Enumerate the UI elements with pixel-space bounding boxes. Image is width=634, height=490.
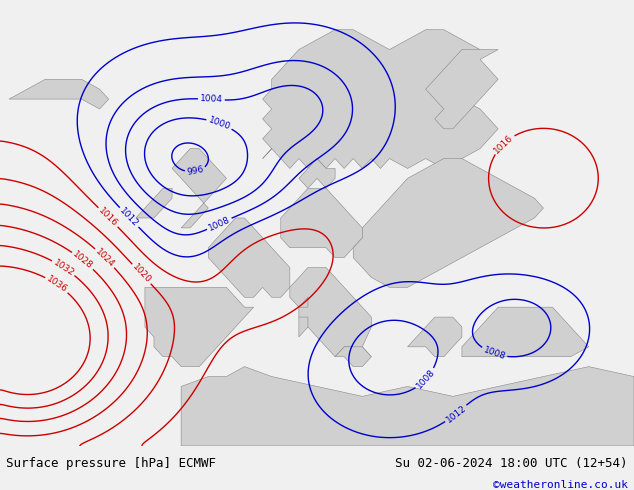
Polygon shape [290,268,372,357]
Text: 1004: 1004 [200,95,223,104]
Text: 1012: 1012 [444,403,468,424]
Text: 1036: 1036 [45,274,69,294]
Polygon shape [299,297,308,307]
Polygon shape [262,30,498,169]
Text: 1028: 1028 [71,250,94,271]
Text: ©weatheronline.co.uk: ©weatheronline.co.uk [493,480,628,490]
Polygon shape [299,317,308,337]
Text: 1016: 1016 [97,206,119,228]
Polygon shape [299,159,335,188]
Polygon shape [172,148,226,228]
Polygon shape [425,49,498,129]
Text: 1008: 1008 [482,345,507,362]
Polygon shape [209,218,290,297]
Text: 1008: 1008 [415,368,437,391]
Polygon shape [136,188,172,218]
Text: 1024: 1024 [94,247,116,270]
Text: Surface pressure [hPa] ECMWF: Surface pressure [hPa] ECMWF [6,457,216,470]
Polygon shape [145,287,254,367]
Text: 1016: 1016 [493,133,515,155]
Polygon shape [462,307,589,357]
Polygon shape [9,79,108,109]
Polygon shape [335,347,372,367]
Text: 1000: 1000 [207,115,231,132]
Text: Su 02-06-2024 18:00 UTC (12+54): Su 02-06-2024 18:00 UTC (12+54) [395,457,628,470]
Text: 1020: 1020 [131,263,153,285]
Polygon shape [281,188,362,258]
Polygon shape [181,367,634,446]
Text: 1008: 1008 [207,215,231,233]
Polygon shape [408,317,462,357]
Text: 1012: 1012 [118,206,140,229]
Polygon shape [353,159,543,287]
Text: 996: 996 [186,165,205,177]
Text: 1032: 1032 [51,258,75,278]
